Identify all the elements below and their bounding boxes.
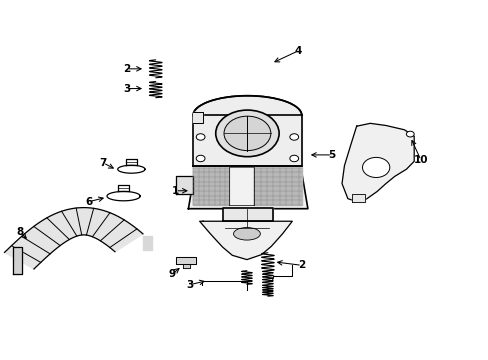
Polygon shape: [341, 123, 413, 202]
Polygon shape: [188, 166, 307, 209]
Text: 5: 5: [328, 150, 335, 160]
Text: 2: 2: [298, 260, 305, 270]
Polygon shape: [4, 208, 142, 269]
Circle shape: [406, 131, 413, 137]
Circle shape: [289, 155, 298, 162]
Polygon shape: [176, 176, 193, 194]
Polygon shape: [193, 96, 302, 116]
Text: 10: 10: [413, 155, 427, 165]
Polygon shape: [351, 194, 365, 202]
Ellipse shape: [233, 228, 260, 240]
Polygon shape: [254, 167, 302, 205]
Circle shape: [289, 134, 298, 140]
Circle shape: [362, 157, 389, 177]
Polygon shape: [176, 257, 195, 264]
Text: 8: 8: [17, 227, 24, 237]
Text: 3: 3: [186, 280, 193, 290]
Circle shape: [215, 110, 279, 157]
Text: 1: 1: [171, 186, 179, 196]
Polygon shape: [193, 116, 302, 166]
Text: 9: 9: [168, 269, 176, 279]
Polygon shape: [193, 112, 203, 123]
Text: 7: 7: [99, 158, 106, 168]
Text: 6: 6: [85, 197, 93, 207]
Polygon shape: [222, 208, 272, 221]
Text: 3: 3: [122, 84, 130, 94]
Circle shape: [196, 155, 204, 162]
Text: 2: 2: [122, 64, 130, 74]
Polygon shape: [142, 236, 151, 249]
Polygon shape: [199, 221, 292, 260]
Polygon shape: [183, 264, 189, 268]
Text: 4: 4: [294, 46, 301, 56]
Polygon shape: [13, 247, 21, 274]
Polygon shape: [193, 167, 228, 205]
Circle shape: [224, 116, 270, 150]
Circle shape: [196, 134, 204, 140]
